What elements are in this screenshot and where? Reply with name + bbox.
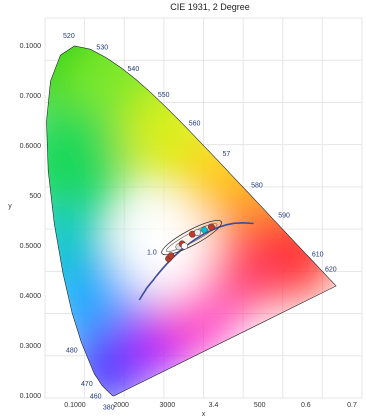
spectral-locus-outline [46, 45, 337, 397]
y-tick-label: 0.1000 [20, 43, 42, 50]
wavelength-label: 620 [325, 267, 337, 274]
y-tick-label: 0.4000 [20, 293, 42, 300]
axis-ticks: 0.1000 2000 3000 3.4 500 0.6 0.7 0.1000 0.7000 0.… [20, 43, 357, 409]
x-tick-label: 3.4 [209, 402, 219, 409]
y-tick-label: 0.5000 [20, 243, 42, 250]
gamut-fill [46, 46, 336, 396]
wavelength-label: 380 [103, 405, 115, 412]
wavelength-label: 530 [96, 44, 108, 51]
wavelength-labels: 520 530 540 550 560 57 580 590 610 620 480 470 46038… [63, 33, 337, 412]
wavelength-label: 57 [222, 151, 230, 158]
wavelength-label: 560 [189, 121, 201, 128]
y-tick-label: 0.1000 [20, 393, 42, 400]
data-point [194, 229, 202, 236]
planckian-locus [138, 221, 254, 301]
wavelength-label: 480 [66, 347, 78, 354]
axis-labels: xy [8, 203, 206, 418]
data-point [207, 223, 215, 231]
wavelength-label: 590 [278, 213, 290, 220]
y-tick-label: 0.3000 [20, 343, 42, 350]
x-axis-label: x [202, 411, 206, 418]
x-tick-label: 3000 [160, 402, 176, 409]
x-tick-label: 0.7 [347, 402, 357, 409]
wavelength-label: 550 [158, 92, 170, 99]
cct-label: 1.0 [147, 249, 157, 256]
x-tick-label: 2000 [113, 402, 129, 409]
gamut-color-blobs [46, 46, 336, 396]
color-blob [46, 105, 129, 226]
tolerance-ellipse-outline [161, 219, 222, 256]
wavelength-label: 460 [90, 394, 102, 401]
wavelength-label: 610 [312, 252, 324, 259]
measurement-points [165, 223, 215, 263]
wavelength-label: 540 [128, 66, 140, 73]
y-axis-label: y [8, 203, 12, 210]
data-point [167, 252, 175, 260]
wavelength-label: 580 [251, 183, 263, 190]
y-tick-label: 500 [29, 193, 41, 200]
wavelength-label: 520 [63, 33, 75, 40]
y-tick-label: 0.7000 [20, 93, 42, 100]
wavelength-label: 470 [81, 381, 93, 388]
x-tick-label: 500 [254, 402, 266, 409]
chart-title: CIE 1931, 2 Degree [170, 2, 250, 12]
data-point [199, 225, 209, 235]
y-tick-label: 0.6000 [20, 143, 42, 150]
x-tick-label: 0.1000 [64, 402, 86, 409]
x-tick-label: 0.6 [301, 402, 311, 409]
data-point [181, 242, 188, 250]
